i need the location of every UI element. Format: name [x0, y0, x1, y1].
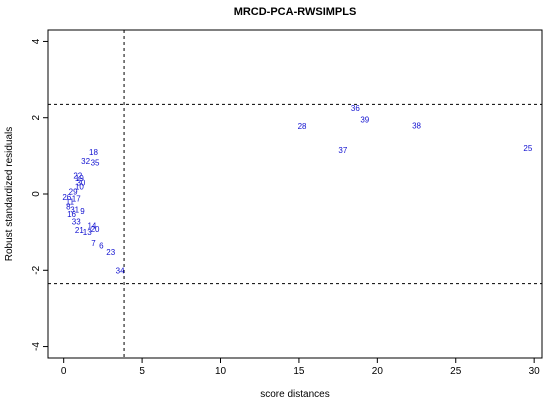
data-point-label: 14	[87, 221, 96, 230]
data-point-label: 23	[106, 248, 115, 257]
y-tick-label: 2	[31, 115, 42, 121]
data-point-label: 13	[83, 228, 92, 237]
data-point-label: 9	[80, 207, 85, 216]
x-tick-label: 15	[293, 366, 305, 377]
data-point-label: 18	[89, 148, 98, 157]
x-tick-label: 30	[529, 366, 541, 377]
y-tick-label: -4	[31, 342, 42, 351]
data-point-label: 20	[91, 225, 100, 234]
data-point-label: 26	[62, 193, 71, 202]
data-point-label: 39	[360, 116, 369, 125]
data-point-label: 35	[91, 159, 100, 168]
data-point-label: 6	[99, 241, 104, 250]
data-point-label: 38	[412, 121, 421, 130]
data-point-label: 16	[67, 210, 76, 219]
data-point-label: 10	[75, 182, 84, 191]
data-point-label: 11	[66, 198, 75, 207]
y-axis: -4 -2 0 2 4	[31, 38, 49, 351]
data-point-label: 17	[72, 195, 81, 204]
y-axis-label: Robust standardized residuals	[4, 127, 15, 262]
x-tick-label: 10	[215, 366, 227, 377]
data-point-label: 33	[72, 217, 81, 226]
plot-frame	[47, 29, 543, 359]
data-point-label: 7	[91, 239, 96, 248]
data-point-label: 28	[298, 122, 307, 131]
x-tick-label: 0	[61, 366, 67, 377]
x-tick-label: 25	[450, 366, 462, 377]
data-point-label: 29	[69, 187, 78, 196]
chart-title: MRCD-PCA-RWSIMPLS	[234, 6, 357, 18]
x-tick-label: 5	[139, 366, 145, 377]
x-tick-label: 20	[372, 366, 384, 377]
data-point-label: 37	[338, 146, 347, 155]
data-point-label: 19	[75, 174, 84, 183]
data-point-label: 36	[351, 104, 360, 113]
data-point-label: 22	[73, 172, 82, 181]
data-point-label: 31	[70, 205, 79, 214]
cutoff-lines	[48, 30, 542, 358]
data-point-label: 25	[523, 144, 532, 153]
data-point-label: 8	[66, 203, 71, 212]
x-axis-label: score distances	[260, 389, 329, 400]
y-tick-label: 0	[31, 191, 42, 197]
data-point-label: 30	[76, 179, 85, 188]
x-axis: 0 5 10 15 20 25 30	[61, 357, 541, 377]
y-tick-label: -2	[31, 265, 42, 274]
data-point-label: 21	[75, 226, 84, 235]
data-point-label: 32	[81, 157, 90, 166]
data-point-label: 34	[116, 266, 125, 275]
y-tick-label: 4	[31, 38, 42, 44]
